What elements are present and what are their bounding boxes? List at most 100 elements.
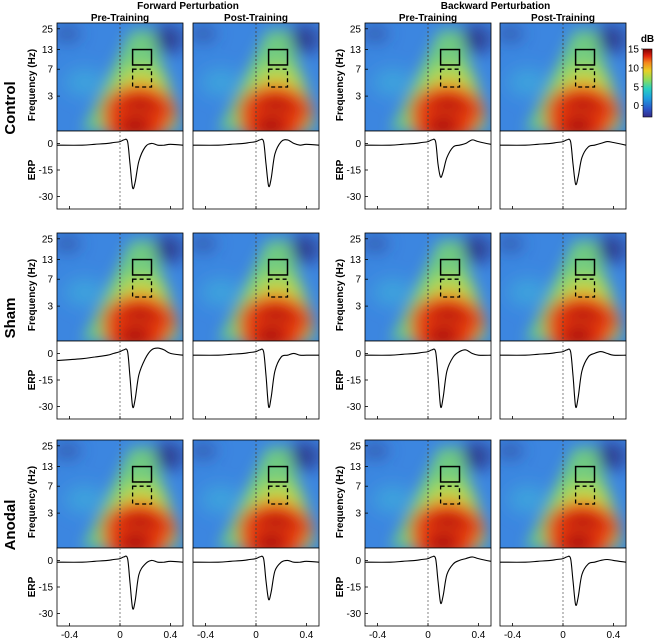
xtick-label: 0 xyxy=(425,630,431,640)
tf-low-power-region xyxy=(57,23,88,48)
analysis-window-dashed xyxy=(439,68,461,88)
erp-ytick-label: -30 xyxy=(39,192,54,203)
erp-ytick-label: 0 xyxy=(355,349,361,360)
tf-cyan-region xyxy=(57,60,115,105)
tf-ytick-label: 13 xyxy=(42,45,54,56)
tf-cyan-region xyxy=(57,270,115,315)
erp-frame xyxy=(499,340,627,420)
xtick-label: 0 xyxy=(560,630,566,640)
xtick-label: -0.4 xyxy=(197,630,215,640)
tf-ytick-label: 3 xyxy=(355,302,361,313)
tf-hot-core xyxy=(407,105,480,131)
analysis-window-dashed xyxy=(131,278,153,298)
tf-panel xyxy=(192,22,320,132)
tf-hot-core xyxy=(407,522,480,548)
analysis-window-dashed xyxy=(439,278,461,298)
tf-ylabel: Frequency (Hz) xyxy=(27,259,38,331)
xtick-label: 0.4 xyxy=(471,630,485,640)
tf-hot-core xyxy=(99,315,172,341)
tf-cyan-region xyxy=(365,477,423,522)
erp-panel xyxy=(499,340,627,420)
erp-ytick-label: -15 xyxy=(347,166,362,177)
erp-ylabel: ERP xyxy=(27,576,38,597)
analysis-window-dashed xyxy=(131,485,153,505)
panel-grid: 3 7 13 25 Frequency (Hz) 0 -15 -30 ERP 3 7 13 25 Freq… xyxy=(27,22,627,640)
erp-trace xyxy=(192,348,319,409)
tf-ytick-label: 3 xyxy=(47,302,53,313)
tf-low-power-region xyxy=(193,23,224,48)
analysis-window-solid xyxy=(131,258,153,276)
erp-ytick-label: -15 xyxy=(39,376,54,387)
tf-ytick-label: 25 xyxy=(350,441,362,452)
erp-ytick-label: -15 xyxy=(39,166,54,177)
group-label: Control xyxy=(2,81,19,134)
tf-panel xyxy=(499,232,627,342)
tf-ytick-label: 3 xyxy=(355,509,361,520)
condition-header: Forward Perturbation xyxy=(137,1,239,12)
colorbar-tick-label: 15 xyxy=(628,45,640,56)
phase-header: Post-Training xyxy=(531,13,595,24)
erp-ytick-label: -30 xyxy=(347,192,362,203)
analysis-window-dashed xyxy=(267,278,289,298)
group-label: Sham xyxy=(2,298,19,339)
tf-cyan-region xyxy=(500,60,558,105)
colorbar xyxy=(642,48,653,118)
tf-ytick-label: 25 xyxy=(42,234,54,245)
xtick-label: 0 xyxy=(253,630,259,640)
erp-ytick-label: 0 xyxy=(47,139,53,150)
erp-ytick-label: 0 xyxy=(355,139,361,150)
erp-ylabel: ERP xyxy=(27,369,38,390)
tf-hot-core xyxy=(542,522,615,548)
tf-ytick-label: 3 xyxy=(355,92,361,103)
erp-ytick-label: -30 xyxy=(347,402,362,413)
erp-frame xyxy=(499,130,627,210)
tf-ytick-label: 13 xyxy=(350,45,362,56)
tf-panel: 3 7 13 25 Frequency (Hz) xyxy=(335,232,492,342)
xtick-label: -0.4 xyxy=(369,630,387,640)
tf-ytick-label: 7 xyxy=(355,482,361,493)
analysis-window-solid xyxy=(267,258,289,276)
erp-ytick-label: -15 xyxy=(39,583,54,594)
erp-panel: 0 -15 -30 ERP xyxy=(27,340,184,420)
tf-ytick-label: 13 xyxy=(42,462,54,473)
erp-panel xyxy=(192,340,320,420)
phase-header: Pre-Training xyxy=(91,13,149,24)
analysis-window-dashed xyxy=(267,485,289,505)
erp-panel xyxy=(499,130,627,210)
erp-ylabel: ERP xyxy=(335,159,346,180)
colorbar-tick-label: 0 xyxy=(633,101,639,112)
analysis-window-solid xyxy=(574,48,596,66)
erp-panel xyxy=(192,130,320,210)
tf-ytick-label: 7 xyxy=(47,482,53,493)
tf-panel: 3 7 13 25 Frequency (Hz) xyxy=(27,22,184,132)
colorbar-tick-label: 5 xyxy=(633,82,639,93)
tf-hot-core xyxy=(235,315,308,341)
erp-trace xyxy=(56,138,184,190)
phase-header: Pre-Training xyxy=(399,13,457,24)
tf-cyan-region xyxy=(500,477,558,522)
tf-low-power-region xyxy=(365,23,396,48)
tf-low-power-region xyxy=(500,233,531,258)
erp-ytick-label: -15 xyxy=(347,583,362,594)
erp-ylabel: ERP xyxy=(335,369,346,390)
tf-panel: 3 7 13 25 Frequency (Hz) xyxy=(27,439,184,549)
tf-hot-core xyxy=(99,522,172,548)
tf-ytick-label: 13 xyxy=(42,255,54,266)
condition-header: Backward Perturbation xyxy=(441,1,550,12)
analysis-window-solid xyxy=(574,465,596,483)
tf-cyan-region xyxy=(193,270,251,315)
colorbar-tick-label: 10 xyxy=(628,63,640,74)
analysis-window-dashed xyxy=(439,485,461,505)
erp-panel: 0 -15 -30 ERP xyxy=(27,130,184,210)
analysis-window-solid xyxy=(131,48,153,66)
erp-ytick-label: -30 xyxy=(39,609,54,620)
erp-ylabel: ERP xyxy=(335,576,346,597)
tf-low-power-region xyxy=(57,440,88,465)
erp-frame xyxy=(192,547,320,627)
tf-ytick-label: 13 xyxy=(350,462,362,473)
erp-frame xyxy=(56,340,184,420)
analysis-window-solid xyxy=(439,465,461,483)
erp-panel: 0 -15 -30 ERP xyxy=(335,130,492,210)
erp-frame xyxy=(364,547,492,627)
tf-ytick-label: 25 xyxy=(350,234,362,245)
